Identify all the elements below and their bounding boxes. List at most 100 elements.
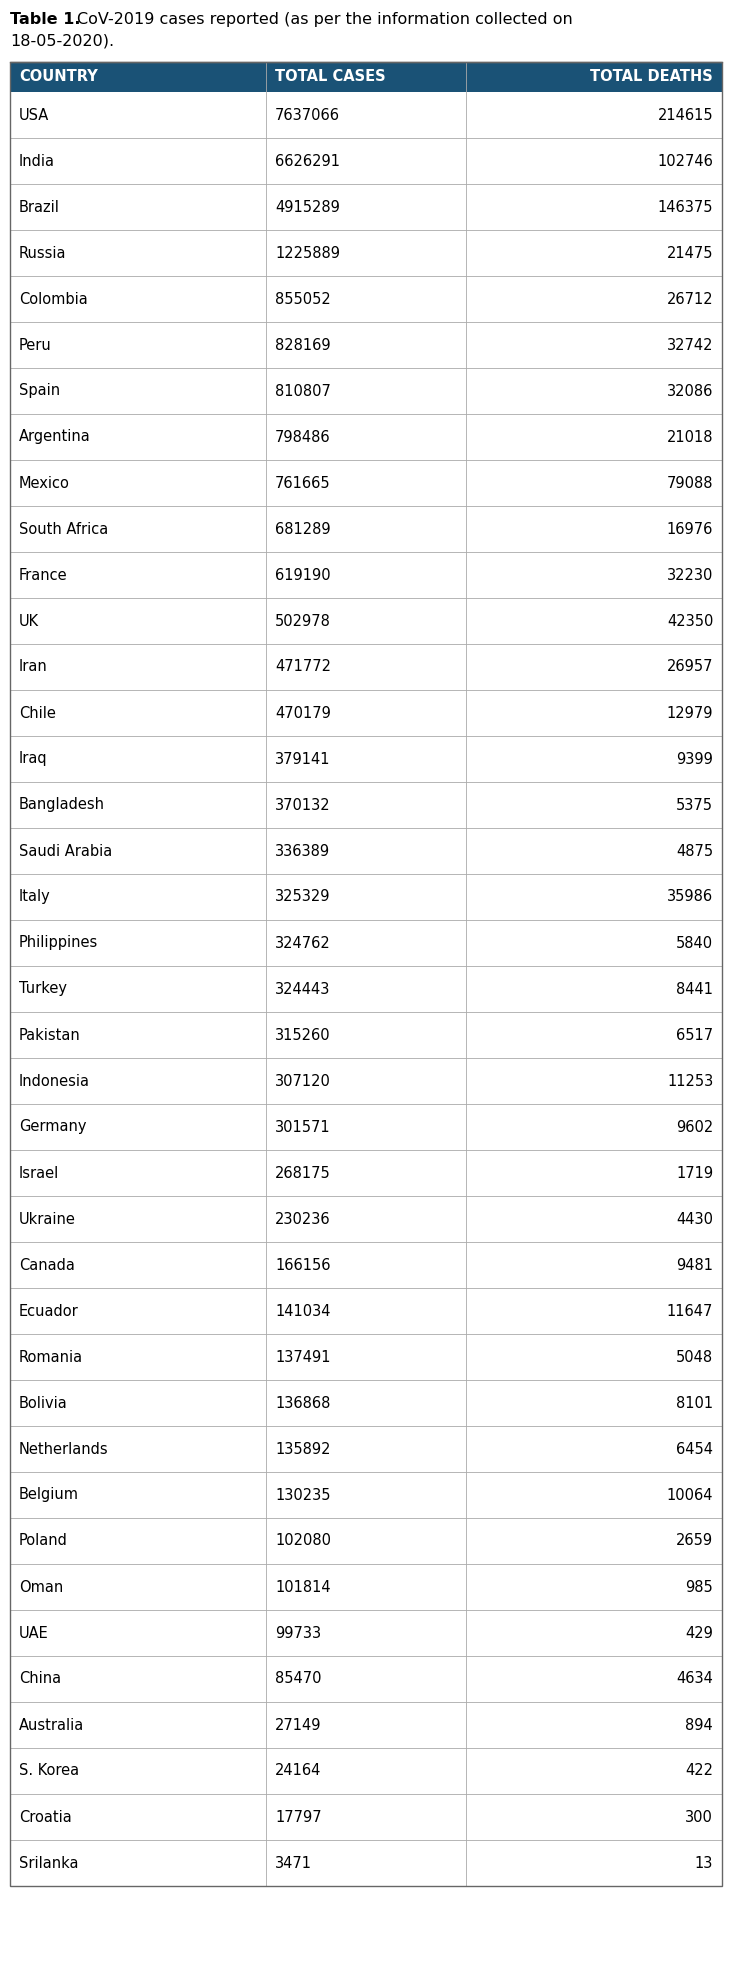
Text: Bangladesh: Bangladesh	[19, 797, 105, 813]
Text: COUNTRY: COUNTRY	[19, 69, 97, 85]
Text: Table 1.: Table 1.	[10, 12, 81, 28]
Text: 681289: 681289	[275, 522, 331, 536]
Text: 12979: 12979	[667, 706, 713, 720]
Bar	[10, 1749, 722, 1794]
Bar	[10, 413, 722, 461]
Text: CoV-2019 cases reported (as per the information collected on: CoV-2019 cases reported (as per the info…	[78, 12, 573, 28]
Bar	[10, 1656, 722, 1701]
Text: Turkey: Turkey	[19, 981, 67, 997]
Text: 146375: 146375	[658, 200, 713, 214]
Text: UK: UK	[19, 613, 39, 629]
Text: Saudi Arabia: Saudi Arabia	[19, 843, 112, 858]
Text: 422: 422	[685, 1764, 713, 1778]
Text: Italy: Italy	[19, 890, 51, 904]
Text: Indonesia: Indonesia	[19, 1074, 90, 1088]
Text: 325329: 325329	[275, 890, 331, 904]
Bar	[10, 1381, 722, 1426]
Text: 301571: 301571	[275, 1120, 331, 1135]
Text: 2659: 2659	[676, 1533, 713, 1549]
Bar	[10, 690, 722, 736]
Text: 8101: 8101	[676, 1396, 713, 1410]
Bar	[10, 1104, 722, 1149]
Text: 470179: 470179	[275, 706, 331, 720]
Text: 336389: 336389	[275, 843, 330, 858]
Text: 101814: 101814	[275, 1580, 331, 1594]
Text: Israel: Israel	[19, 1165, 59, 1181]
Text: 9399: 9399	[676, 752, 713, 767]
Bar	[10, 322, 722, 368]
Bar	[10, 1149, 722, 1197]
Text: Mexico: Mexico	[19, 475, 70, 491]
Bar	[10, 1517, 722, 1565]
Text: 7637066: 7637066	[275, 107, 340, 123]
Text: 130235: 130235	[275, 1487, 331, 1503]
Bar	[10, 645, 722, 690]
Text: Bolivia: Bolivia	[19, 1396, 67, 1410]
Text: 11647: 11647	[667, 1304, 713, 1319]
Text: 5375: 5375	[676, 797, 713, 813]
Text: USA: USA	[19, 107, 49, 123]
Text: Canada: Canada	[19, 1258, 75, 1272]
Bar	[10, 1701, 722, 1749]
Text: UAE: UAE	[19, 1626, 48, 1640]
Text: 379141: 379141	[275, 752, 331, 767]
Text: 17797: 17797	[275, 1810, 322, 1824]
Text: France: France	[19, 568, 67, 582]
Text: Romania: Romania	[19, 1349, 83, 1365]
Text: Oman: Oman	[19, 1580, 63, 1594]
Text: South Africa: South Africa	[19, 522, 108, 536]
Bar	[10, 368, 722, 413]
Text: Belgium: Belgium	[19, 1487, 79, 1503]
Text: Australia: Australia	[19, 1717, 84, 1733]
Text: 136868: 136868	[275, 1396, 330, 1410]
Bar	[10, 61, 722, 93]
Text: 855052: 855052	[275, 291, 331, 307]
Text: Poland: Poland	[19, 1533, 67, 1549]
Text: 32086: 32086	[667, 384, 713, 398]
Text: Pakistan: Pakistan	[19, 1027, 81, 1042]
Bar	[10, 920, 722, 965]
Text: Peru: Peru	[19, 338, 51, 352]
Text: Argentina: Argentina	[19, 429, 91, 445]
Text: 9602: 9602	[676, 1120, 713, 1135]
Text: 619190: 619190	[275, 568, 331, 582]
Bar	[10, 93, 722, 138]
Text: 1719: 1719	[676, 1165, 713, 1181]
Bar	[10, 1197, 722, 1242]
Text: 32230: 32230	[667, 568, 713, 582]
Text: 307120: 307120	[275, 1074, 331, 1088]
Text: 18-05-2020).: 18-05-2020).	[10, 34, 114, 49]
Bar	[10, 1288, 722, 1333]
Bar	[10, 552, 722, 597]
Text: 502978: 502978	[275, 613, 331, 629]
Text: 24164: 24164	[275, 1764, 321, 1778]
Text: 137491: 137491	[275, 1349, 331, 1365]
Text: Spain: Spain	[19, 384, 60, 398]
Bar	[10, 1013, 722, 1058]
Text: Philippines: Philippines	[19, 936, 98, 951]
Text: 6517: 6517	[676, 1027, 713, 1042]
Text: Ecuador: Ecuador	[19, 1304, 78, 1319]
Text: 985: 985	[685, 1580, 713, 1594]
Text: 21475: 21475	[667, 245, 713, 261]
Text: 26712: 26712	[667, 291, 713, 307]
Text: 8441: 8441	[676, 981, 713, 997]
Text: 268175: 268175	[275, 1165, 331, 1181]
Text: 4915289: 4915289	[275, 200, 340, 214]
Text: 79088: 79088	[667, 475, 713, 491]
Bar	[10, 1058, 722, 1104]
Text: 300: 300	[685, 1810, 713, 1824]
Bar	[10, 277, 722, 322]
Text: 315260: 315260	[275, 1027, 331, 1042]
Bar	[10, 229, 722, 277]
Text: Croatia: Croatia	[19, 1810, 72, 1824]
Text: 214615: 214615	[657, 107, 713, 123]
Bar	[10, 461, 722, 506]
Bar	[10, 781, 722, 829]
Bar	[10, 736, 722, 781]
Text: 32742: 32742	[667, 338, 713, 352]
Text: 6626291: 6626291	[275, 154, 340, 168]
Text: 141034: 141034	[275, 1304, 331, 1319]
Text: Iraq: Iraq	[19, 752, 48, 767]
Bar	[10, 184, 722, 229]
